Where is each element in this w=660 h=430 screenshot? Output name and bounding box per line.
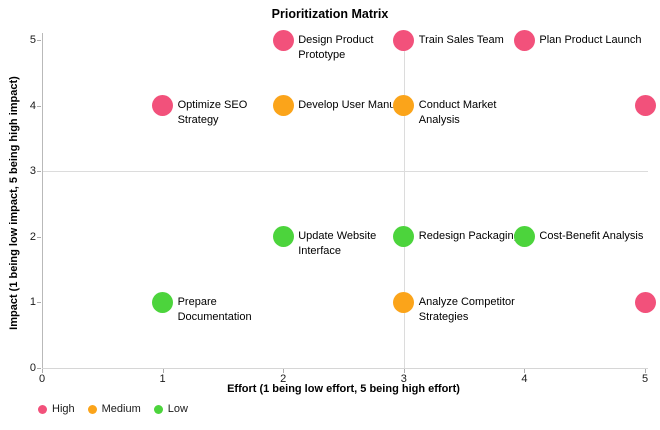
y-tick-label: 1 xyxy=(29,296,36,309)
y-tick-mark xyxy=(37,236,41,238)
scatter-point[interactable] xyxy=(513,226,535,248)
quadrant-line-vertical xyxy=(403,33,405,368)
legend-swatch-icon xyxy=(87,404,97,414)
x-axis-label: Effort (1 being low effort, 5 being high… xyxy=(227,383,460,395)
y-tick-label: 2 xyxy=(29,230,36,243)
x-tick-label: 2 xyxy=(280,373,287,385)
y-tick-label: 0 xyxy=(29,362,36,374)
y-tick-mark xyxy=(37,40,41,41)
point-label-line: Redesign Packaging xyxy=(418,230,520,243)
x-tick-label: 4 xyxy=(521,373,528,385)
legend-swatch-icon xyxy=(153,404,163,414)
point-label-line: Prepare xyxy=(177,295,217,308)
point-label: Optimize SEO Strategy xyxy=(178,98,248,128)
x-tick-mark xyxy=(645,369,646,373)
scatter-point[interactable] xyxy=(393,95,415,117)
point-label-line: Analysis xyxy=(418,114,460,127)
x-tick-mark xyxy=(42,369,43,373)
point-label: Plan Product Launch xyxy=(539,33,641,48)
x-tick-label: 1 xyxy=(159,373,166,385)
point-label: Redesign Packaging xyxy=(419,229,520,244)
quadrant-line-horizontal xyxy=(43,171,648,173)
legend-item-high[interactable]: High xyxy=(38,403,75,415)
point-label: Update Website Interface xyxy=(298,229,376,259)
x-tick-mark xyxy=(283,369,285,373)
y-tick-label: 4 xyxy=(29,99,36,112)
scatter-point[interactable] xyxy=(634,291,656,313)
point-label-line: Conduct Market xyxy=(418,99,497,112)
x-tick-mark xyxy=(162,369,164,373)
point-label-line: Develop User Manual xyxy=(298,99,404,112)
scatter-point[interactable] xyxy=(272,29,294,51)
legend-item-low[interactable]: Low xyxy=(153,403,188,415)
point-label: Train Sales Team xyxy=(419,33,504,48)
point-label: Design Product Prototype xyxy=(298,33,373,63)
point-label: Cost-Benefit Analysis xyxy=(539,229,643,244)
y-tick-mark xyxy=(37,105,41,107)
point-label-line: Design Product xyxy=(298,33,374,46)
point-label-line: Plan Product Launch xyxy=(539,33,642,46)
scatter-point[interactable] xyxy=(393,291,415,313)
legend-item-medium[interactable]: Medium xyxy=(87,403,141,415)
x-tick-mark xyxy=(403,369,405,373)
scatter-point[interactable] xyxy=(393,29,415,51)
point-label-line: Documentation xyxy=(177,310,252,323)
legend-label: High xyxy=(52,403,75,415)
x-tick-label: 3 xyxy=(400,373,407,385)
y-axis-line xyxy=(42,33,43,368)
legend: High Medium Low xyxy=(38,403,188,415)
x-axis-line xyxy=(42,368,648,369)
point-label: Prepare Documentation xyxy=(178,295,252,325)
point-label-line: Prototype xyxy=(298,48,346,61)
y-tick-label: 5 xyxy=(29,34,36,46)
point-label: Develop User Manual xyxy=(298,98,404,113)
x-tick-mark xyxy=(524,369,526,373)
scatter-point[interactable] xyxy=(393,226,415,248)
point-label: Conduct Market Analysis xyxy=(419,98,497,128)
point-label-line: Strategies xyxy=(418,310,469,323)
point-label-line: Cost-Benefit Analysis xyxy=(539,230,644,243)
y-axis-label: Impact (1 being low impact, 5 being high… xyxy=(8,76,20,330)
legend-label: Medium xyxy=(101,403,141,415)
scatter-point[interactable] xyxy=(152,95,174,117)
y-tick-mark xyxy=(37,171,41,173)
scatter-point[interactable] xyxy=(272,226,294,248)
y-tick-mark xyxy=(37,368,41,369)
point-label-line: Train Sales Team xyxy=(418,33,504,46)
scatter-point[interactable] xyxy=(634,95,656,117)
chart-title: Prioritization Matrix xyxy=(271,7,389,21)
legend-label: Low xyxy=(167,403,188,415)
point-label-line: Analyze Competitor xyxy=(418,295,515,308)
y-tick-label: 3 xyxy=(29,165,36,178)
point-label-line: Update Website xyxy=(298,230,377,243)
scatter-point[interactable] xyxy=(513,29,535,51)
point-label-line: Strategy xyxy=(177,114,219,127)
x-tick-label: 5 xyxy=(641,373,649,385)
x-tick-label: 0 xyxy=(38,373,46,385)
legend-swatch-icon xyxy=(38,404,47,414)
y-tick-mark xyxy=(37,302,41,304)
point-label-line: Interface xyxy=(298,245,341,258)
point-label-line: Optimize SEO xyxy=(177,99,248,112)
point-label: Analyze Competitor Strategies xyxy=(419,295,515,325)
scatter-point[interactable] xyxy=(272,95,294,117)
scatter-point[interactable] xyxy=(152,291,174,313)
